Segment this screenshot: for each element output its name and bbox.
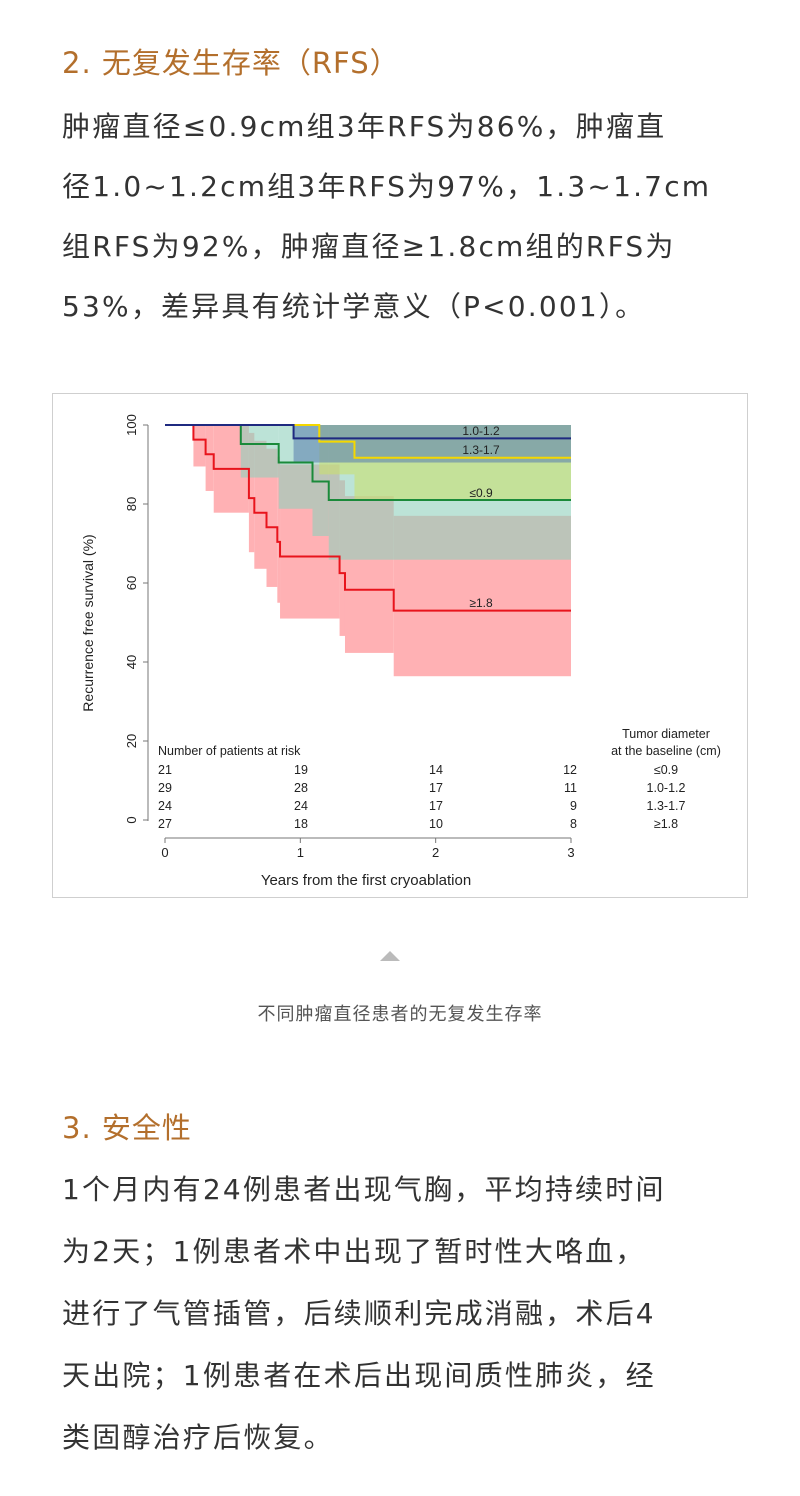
risk-table-group-header: Tumor diameter	[622, 727, 710, 741]
survival-line	[165, 424, 571, 502]
risk-table-group: ≤0.9	[654, 763, 678, 777]
series-label: 1.0-1.2	[462, 424, 500, 438]
y-tick-label: 80	[124, 497, 139, 511]
paragraph-line: 天出院；1例患者在术后出现间质性肺炎，经	[62, 1359, 656, 1392]
survival-lines	[165, 424, 571, 612]
risk-table-group: 1.0-1.2	[647, 781, 686, 795]
series-label: 1.3-1.7	[462, 443, 500, 457]
risk-table-cell: 8	[570, 817, 577, 831]
risk-table-group: 1.3-1.7	[647, 799, 686, 813]
ci-band-segment	[193, 425, 206, 467]
risk-table-cell: 24	[294, 799, 308, 813]
risk-table-cell: 11	[564, 781, 577, 795]
risk-table-cell: 17	[429, 799, 443, 813]
risk-table-cell: 12	[563, 763, 577, 777]
x-tick-label: 1	[297, 845, 304, 860]
paragraph-line: 1个月内有24例患者出现气胸，平均持续时间	[62, 1173, 666, 1206]
paragraph-line: 53%，差异具有统计学意义（P<0.001）。	[62, 290, 646, 323]
risk-table-cell: 27	[158, 817, 172, 831]
risk-table-cell: 29	[158, 781, 172, 795]
risk-table-cell: 14	[429, 763, 443, 777]
series-label: ≤0.9	[469, 486, 493, 500]
x-tick-label: 0	[161, 845, 168, 860]
y-tick-label: 100	[124, 414, 139, 436]
confidence-bands	[193, 425, 571, 677]
paragraph-line: 组RFS为92%，肿瘤直径≥1.8cm组的RFS为	[62, 230, 676, 263]
risk-table-cell: 24	[158, 799, 172, 813]
risk-table-group-header: at the baseline (cm)	[611, 744, 721, 758]
paragraph-line: 进行了气管插管，后续顺利完成消融，术后4	[62, 1297, 656, 1330]
y-tick-label: 60	[124, 576, 139, 590]
risk-table-cell: 10	[429, 817, 443, 831]
paragraph-line: 径1.0~1.2cm组3年RFS为97%，1.3~1.7cm	[62, 170, 712, 203]
series-label: ≥1.8	[469, 596, 493, 610]
x-tick-label: 3	[567, 845, 574, 860]
x-tick-label: 2	[432, 845, 439, 860]
risk-table-cell: 21	[158, 763, 172, 777]
section-title-safety: 3. 安全性	[62, 1111, 192, 1145]
ci-band-segment	[205, 425, 214, 491]
y-tick-label: 0	[124, 816, 139, 823]
risk-table-cell: 9	[570, 799, 577, 813]
paragraph-line: 为2天；1例患者术中出现了暂时性大咯血，	[62, 1235, 646, 1268]
caption-arrow-icon	[380, 951, 400, 961]
figure-caption: 不同肿瘤直径患者的无复发生存率	[257, 1004, 543, 1025]
risk-table-cell: 19	[294, 763, 308, 777]
y-tick-label: 20	[124, 734, 139, 748]
rfs-chart-figure: 0 20 40 60 80 100 0 1 2 3 Recurrence free surviva…	[52, 393, 748, 898]
survival-line	[165, 424, 571, 612]
survival-line	[165, 424, 571, 440]
section-title-rfs: 2. 无复发生存率（RFS）	[62, 46, 400, 80]
ci-band-segment	[248, 432, 255, 553]
risk-table-cell: 18	[294, 817, 308, 831]
risk-table-cell: 17	[429, 781, 443, 795]
axes	[147, 425, 571, 839]
ci-band-segment	[266, 448, 278, 587]
y-tick-label: 40	[124, 655, 139, 669]
risk-table-group: ≥1.8	[654, 817, 678, 831]
y-axis-label: Recurrence free survival (%)	[80, 534, 96, 711]
risk-table-title: Number of patients at risk	[158, 744, 301, 758]
ci-band-segment	[277, 456, 281, 603]
paragraph-line: 肿瘤直径≤0.9cm组3年RFS为86%，肿瘤直	[62, 110, 667, 143]
x-axis-label: Years from the first cryoablation	[261, 872, 471, 889]
paragraph-line: 类固醇治疗后恢复。	[62, 1421, 334, 1454]
ci-band-segment	[293, 425, 571, 463]
risk-table-cell: 28	[294, 781, 308, 795]
